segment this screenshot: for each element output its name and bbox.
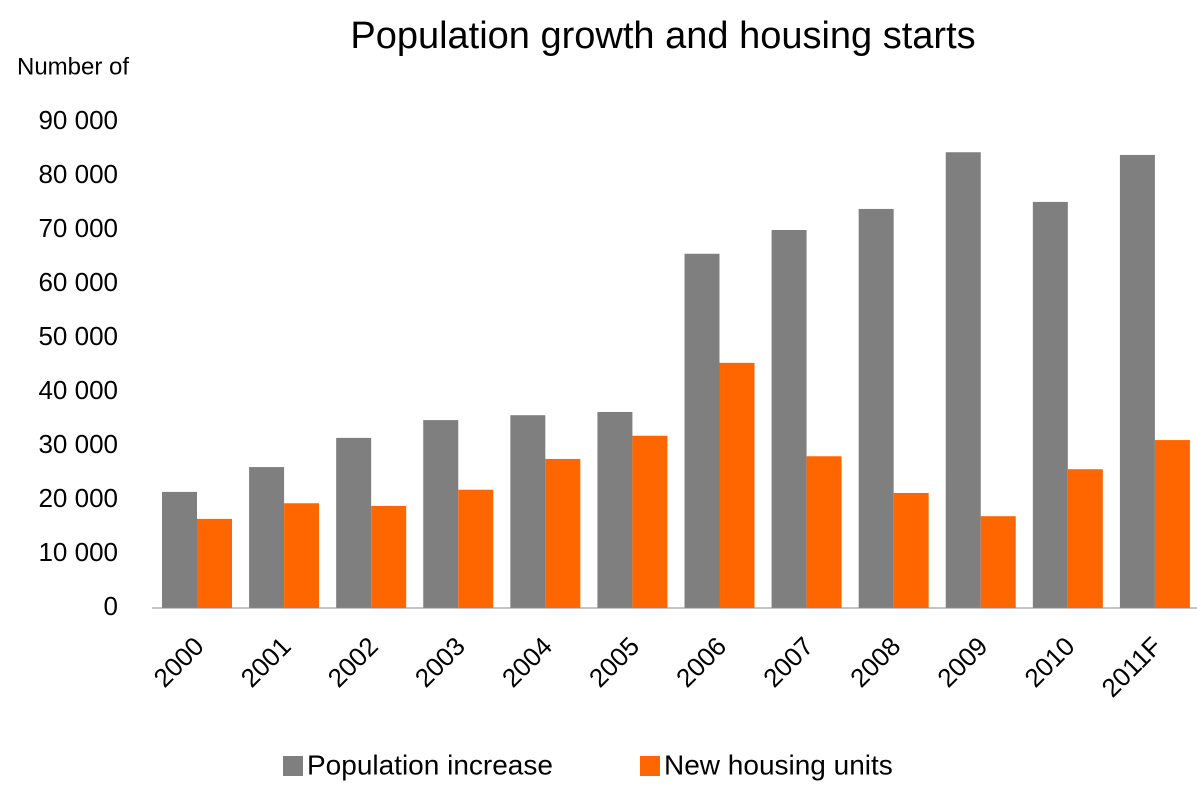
y-tick-label: 50 000 (38, 321, 118, 351)
bar (1119, 154, 1155, 608)
y-tick-label: 60 000 (38, 267, 118, 297)
bar (684, 253, 720, 608)
bar (197, 518, 232, 608)
x-tick-label: 2008 (844, 631, 906, 693)
bar (458, 489, 494, 608)
x-tick-label: 2005 (583, 631, 645, 693)
x-tick-label: 2010 (1018, 631, 1080, 693)
chart-title: Population growth and housing starts (350, 15, 975, 57)
legend-label: Population increase (307, 749, 553, 780)
bar (858, 208, 894, 608)
bar (423, 420, 459, 608)
y-tick-label: 30 000 (38, 429, 118, 459)
bar (632, 435, 668, 608)
legend-label: New housing units (664, 749, 893, 780)
y-tick-label: 70 000 (38, 213, 118, 243)
bar (597, 411, 633, 608)
bar (371, 505, 407, 608)
bar (893, 492, 929, 608)
x-tick-label: 2001 (235, 631, 297, 693)
x-tick-label: 2006 (670, 631, 732, 693)
bar (1154, 440, 1190, 608)
x-tick-label: 2004 (496, 631, 558, 693)
x-tick-label: 2011F (1096, 631, 1168, 703)
legend-swatch (283, 756, 303, 776)
bar (980, 516, 1016, 608)
bar (945, 152, 981, 609)
y-tick-label: 10 000 (38, 537, 118, 567)
y-tick-label: 40 000 (38, 375, 118, 405)
y-axis-label: Number of (17, 53, 129, 80)
bar (1067, 469, 1103, 608)
bar (249, 467, 285, 608)
legend-swatch (640, 756, 660, 776)
x-tick-label: 2009 (931, 631, 993, 693)
x-tick-label: 2003 (409, 631, 471, 693)
bar (284, 503, 320, 608)
bar (1032, 201, 1068, 609)
bar (806, 456, 842, 608)
y-tick-label: 20 000 (38, 483, 118, 513)
bar (336, 437, 372, 608)
bar (510, 415, 546, 608)
bar (162, 491, 197, 608)
y-tick-label: 90 000 (38, 105, 118, 135)
x-tick-label: 2000 (148, 631, 210, 693)
bar (719, 362, 755, 608)
x-tick-label: 2007 (757, 631, 819, 693)
bar (545, 458, 581, 608)
bar (771, 230, 807, 608)
y-tick-label: 80 000 (38, 159, 118, 189)
x-tick-label: 2002 (322, 631, 384, 693)
y-tick-label: 0 (104, 591, 118, 621)
